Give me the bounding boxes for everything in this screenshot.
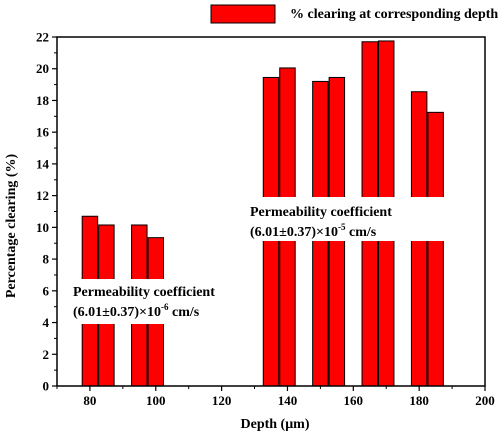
x-tick-label: 200 [475,393,495,408]
x-axis-title: Depth (μm) [241,417,310,432]
annotation-high-suffix: cm/s [346,225,377,240]
y-tick-label: 16 [36,125,50,140]
x-tick-label: 180 [409,393,429,408]
annotation-low-prefix: (6.01±0.37)×10 [73,305,161,320]
annotation-high-line1: Permeability coefficient [250,205,392,220]
annotation-high-line2: (6.01±0.37)×10-5 cm/s [250,222,377,240]
y-tick-label: 0 [43,379,50,394]
annotation-low-background [70,279,260,324]
y-tick-label: 4 [43,315,50,330]
annotation-low-exponent: -6 [161,302,169,312]
x-tick-label: 140 [278,393,298,408]
y-tick-label: 22 [36,30,49,45]
annotation-high-background [239,197,455,241]
bar [427,111,444,387]
annotation-high-exponent: -5 [338,222,346,232]
y-tick-label: 2 [43,347,50,362]
axes: 80 100 120 140 160 180 200 0 2 4 6 8 10 12 14 16 18 20 22 [36,30,495,409]
y-tick-label: 6 [43,283,50,298]
annotation-low-line2: (6.01±0.37)×10-6 cm/s [73,302,200,320]
x-tick-label: 160 [344,393,364,408]
legend-label: % clearing at corresponding depth [290,7,498,22]
x-tick-label: 120 [212,393,232,408]
y-tick-label: 20 [36,61,49,76]
annotation-low-suffix: cm/s [169,305,200,320]
y-axis-title: Percentage clearing (%) [4,153,19,298]
annotation-high-prefix: (6.01±0.37)×10 [250,225,338,240]
annotation-low-line1: Permeability coefficient [73,285,215,300]
y-tick-label: 8 [43,252,50,267]
x-tick-label: 80 [83,393,96,408]
y-tick-label: 12 [36,188,49,203]
legend-swatch [210,4,276,24]
y-tick-label: 14 [36,156,50,171]
y-tick-label: 10 [36,220,49,235]
y-tick-label: 18 [36,93,50,108]
x-tick-label: 100 [146,393,166,408]
